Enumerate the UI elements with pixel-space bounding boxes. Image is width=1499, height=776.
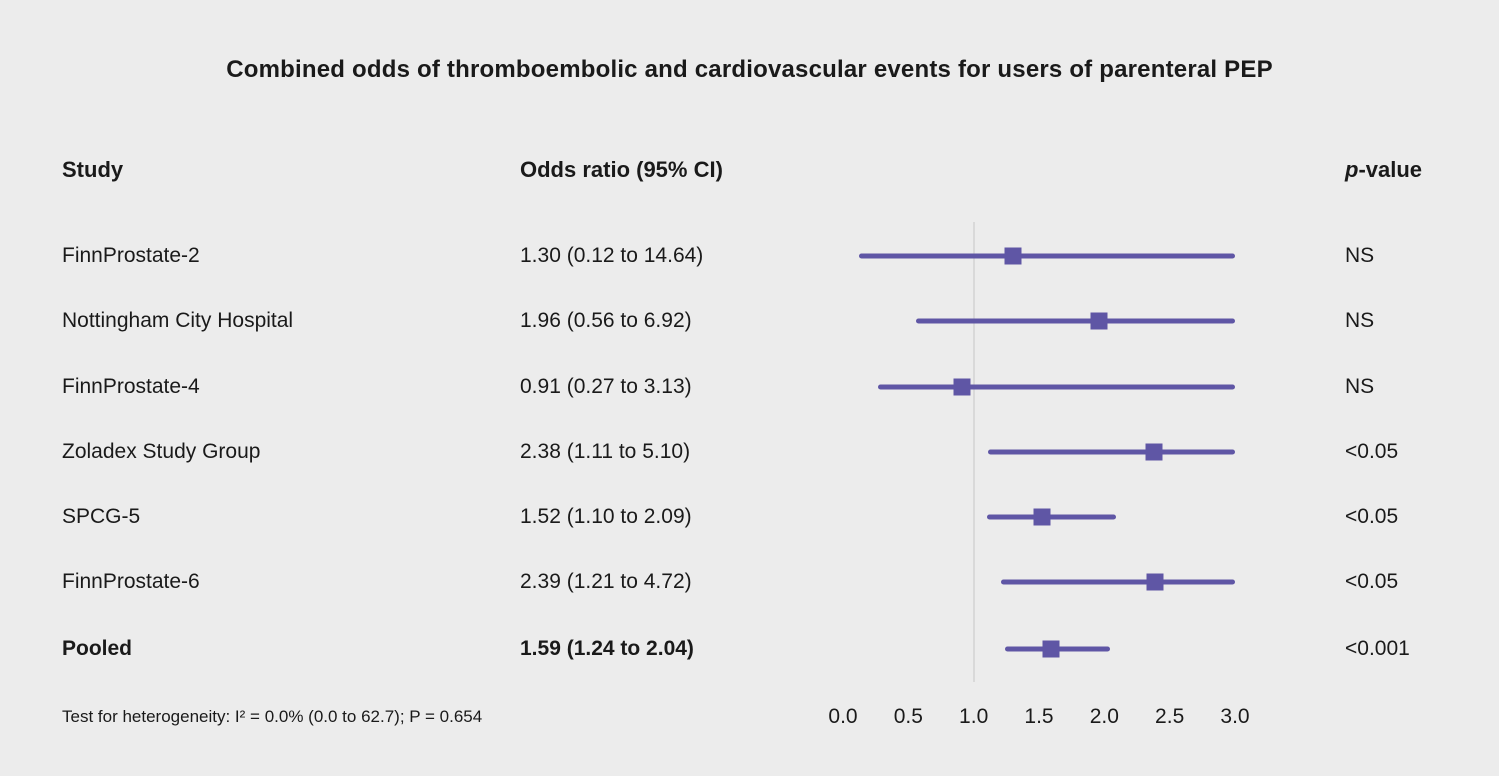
x-axis-tick-label: 2.5 — [1155, 705, 1185, 728]
x-axis-tick-label: 0.0 — [828, 705, 858, 728]
p-value: <0.05 — [1345, 570, 1399, 593]
odds-ratio-ci-value: 2.39 (1.21 to 4.72) — [520, 570, 692, 593]
study-name: FinnProstate-6 — [62, 570, 200, 593]
p-value: NS — [1345, 375, 1375, 398]
odds-ratio-ci-value: 0.91 (0.27 to 3.13) — [520, 375, 692, 398]
odds-ratio-marker — [1145, 443, 1163, 461]
odds-ratio-marker — [1033, 508, 1051, 526]
reference-line-at-1 — [972, 222, 975, 682]
x-axis-tick-label: 1.0 — [959, 705, 989, 728]
odds-ratio-marker — [1004, 247, 1022, 265]
odds-ratio-marker — [1042, 640, 1060, 658]
study-name: Nottingham City Hospital — [62, 309, 294, 332]
column-header-odds-ratio: Odds ratio (95% CI) — [520, 157, 723, 182]
odds-ratio-marker — [953, 378, 971, 396]
odds-ratio-ci-value: 1.52 (1.10 to 2.09) — [520, 505, 692, 528]
study-name: FinnProstate-4 — [62, 375, 200, 398]
study-name: Pooled — [62, 637, 133, 660]
ci-line — [988, 449, 1235, 455]
x-axis-tick-label: 2.0 — [1089, 705, 1119, 728]
ci-line — [1001, 579, 1235, 585]
odds-ratio-ci-value: 1.59 (1.24 to 2.04) — [520, 637, 694, 660]
heterogeneity-note: Test for heterogeneity: I² = 0.0% (0.0 t… — [62, 707, 483, 726]
chart-title: Combined odds of thromboembolic and card… — [226, 56, 1273, 83]
p-value-header-rest: -value — [1358, 157, 1423, 182]
ci-line — [858, 253, 1235, 259]
odds-ratio-marker — [1090, 312, 1108, 330]
p-value-header-italic-p: p — [1345, 157, 1359, 182]
ci-line — [986, 514, 1117, 520]
p-value: NS — [1345, 244, 1375, 267]
x-axis-tick-label: 0.5 — [893, 705, 923, 728]
study-name: SPCG-5 — [62, 505, 141, 528]
p-value: NS — [1345, 309, 1375, 332]
study-name: FinnProstate-2 — [62, 244, 200, 267]
study-name: Zoladex Study Group — [62, 440, 261, 463]
p-value: <0.001 — [1345, 637, 1410, 660]
x-axis-tick-label: 3.0 — [1220, 705, 1250, 728]
column-header-study: Study — [62, 157, 124, 182]
x-axis-tick-label: 1.5 — [1024, 705, 1054, 728]
ci-line — [878, 384, 1235, 390]
column-header-p-value: p-value — [1345, 157, 1422, 183]
odds-ratio-marker — [1146, 573, 1164, 591]
odds-ratio-ci-value: 2.38 (1.11 to 5.10) — [520, 440, 691, 463]
p-value: <0.05 — [1345, 440, 1399, 463]
odds-ratio-ci-value: 1.30 (0.12 to 14.64) — [520, 244, 704, 267]
odds-ratio-ci-value: 1.96 (0.56 to 6.92) — [520, 309, 692, 332]
p-value: <0.05 — [1345, 505, 1399, 528]
ci-line — [916, 318, 1235, 324]
